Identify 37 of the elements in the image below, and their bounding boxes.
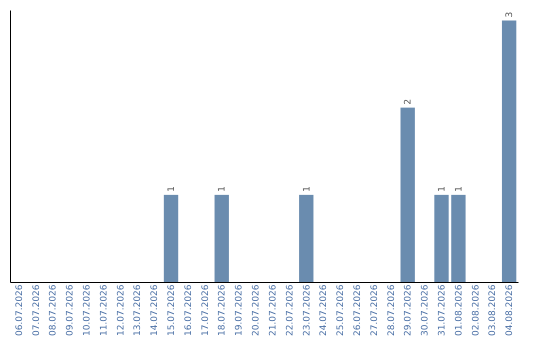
- data-label: 3: [505, 12, 516, 18]
- x-tick-label: 02.08.2026: [471, 284, 482, 336]
- x-tick-label: 24.07.2026: [319, 284, 330, 336]
- x-tick-label: 29.07.2026: [404, 284, 414, 336]
- x-tick-label: 06.07.2026: [14, 284, 25, 336]
- x-tick-label: 27.07.2026: [370, 284, 380, 336]
- x-tick-label: 20.07.2026: [252, 284, 262, 336]
- x-tick-label: 12.07.2026: [116, 284, 126, 336]
- x-tick-label: 21.07.2026: [268, 284, 278, 336]
- data-label: 1: [454, 186, 464, 192]
- x-tick-label: 04.08.2026: [505, 284, 516, 336]
- x-tick-label: 25.07.2026: [336, 284, 346, 336]
- x-tick-label: 08.07.2026: [48, 284, 59, 336]
- x-tick-label: 17.07.2026: [200, 284, 211, 336]
- data-label: 1: [302, 186, 312, 192]
- data-label: 1: [167, 186, 178, 192]
- x-tick-label: 31.07.2026: [438, 284, 448, 336]
- x-tick-label: 23.07.2026: [302, 284, 312, 336]
- x-tick-label: 07.07.2026: [32, 284, 42, 336]
- x-tick-label: 22.07.2026: [285, 284, 296, 336]
- x-tick-label: 10.07.2026: [82, 284, 92, 336]
- x-tick-label: 15.07.2026: [167, 284, 178, 336]
- x-tick-label: 19.07.2026: [234, 284, 245, 336]
- x-tick-label: 13.07.2026: [133, 284, 144, 336]
- x-tick-label: 26.07.2026: [352, 284, 363, 336]
- x-tick-label: 16.07.2026: [184, 284, 194, 336]
- x-tick-label: 01.08.2026: [454, 284, 464, 336]
- x-tick-label: 11.07.2026: [99, 284, 110, 336]
- x-tick-label: 30.07.2026: [420, 284, 431, 336]
- x-tick-label: 09.07.2026: [66, 284, 76, 336]
- x-tick-label: 18.07.2026: [218, 284, 228, 336]
- x-tick-label: 14.07.2026: [150, 284, 160, 336]
- data-label: 2: [404, 98, 414, 105]
- x-tick-label: 03.08.2026: [488, 284, 498, 336]
- data-label: 1: [438, 186, 448, 192]
- data-label: 1: [218, 186, 228, 192]
- x-tick-label: 28.07.2026: [386, 284, 397, 336]
